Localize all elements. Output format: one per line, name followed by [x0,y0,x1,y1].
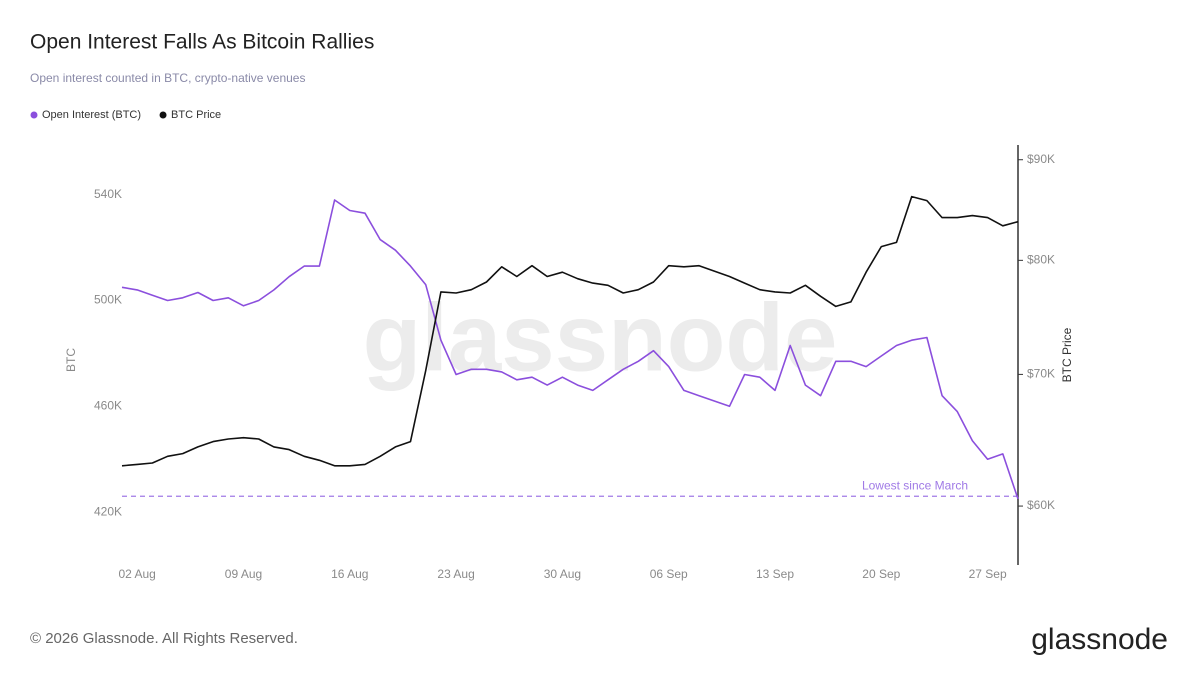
logo: glassnode [1031,623,1168,656]
y2-tick-label: $70K [1027,367,1055,381]
chart-subtitle: Open interest counted in BTC, crypto-nat… [30,71,305,85]
y-tick-label: 420K [94,504,122,518]
chart-title: Open Interest Falls As Bitcoin Rallies [30,31,374,54]
series-line [121,199,1019,500]
footer: © 2026 Glassnode. All Rights Reserved. [30,630,298,647]
x-tick-label: 02 Aug [118,567,155,581]
x-tick-label: 23 Aug [437,567,474,581]
y-tick-label: 460K [94,398,122,412]
x-tick-label: 20 Sep [862,567,900,581]
y-tick-label: 540K [94,187,122,201]
watermark: glassnode [363,284,838,391]
legend-marker [30,111,38,119]
y2-tick-label: $90K [1027,152,1055,166]
y-axis-label: BTC [64,348,78,372]
x-tick-label: 16 Aug [331,567,368,581]
legend-label: Open Interest (BTC) [42,109,141,121]
series-line [121,195,1019,467]
y2-tick-label: $60K [1027,498,1055,512]
x-tick-label: 27 Sep [969,567,1007,581]
annotation-label: Lowest since March [862,478,968,492]
x-tick-label: 13 Sep [756,567,794,581]
y2-axis-label: BTC Price [1060,327,1074,382]
x-tick-label: 30 Aug [544,567,581,581]
x-tick-label: 06 Sep [650,567,688,581]
legend-marker [159,111,167,119]
y-tick-label: 500K [94,293,122,307]
y2-tick-label: $80K [1027,253,1055,267]
legend-label: BTC Price [171,109,221,121]
x-tick-label: 09 Aug [225,567,262,581]
